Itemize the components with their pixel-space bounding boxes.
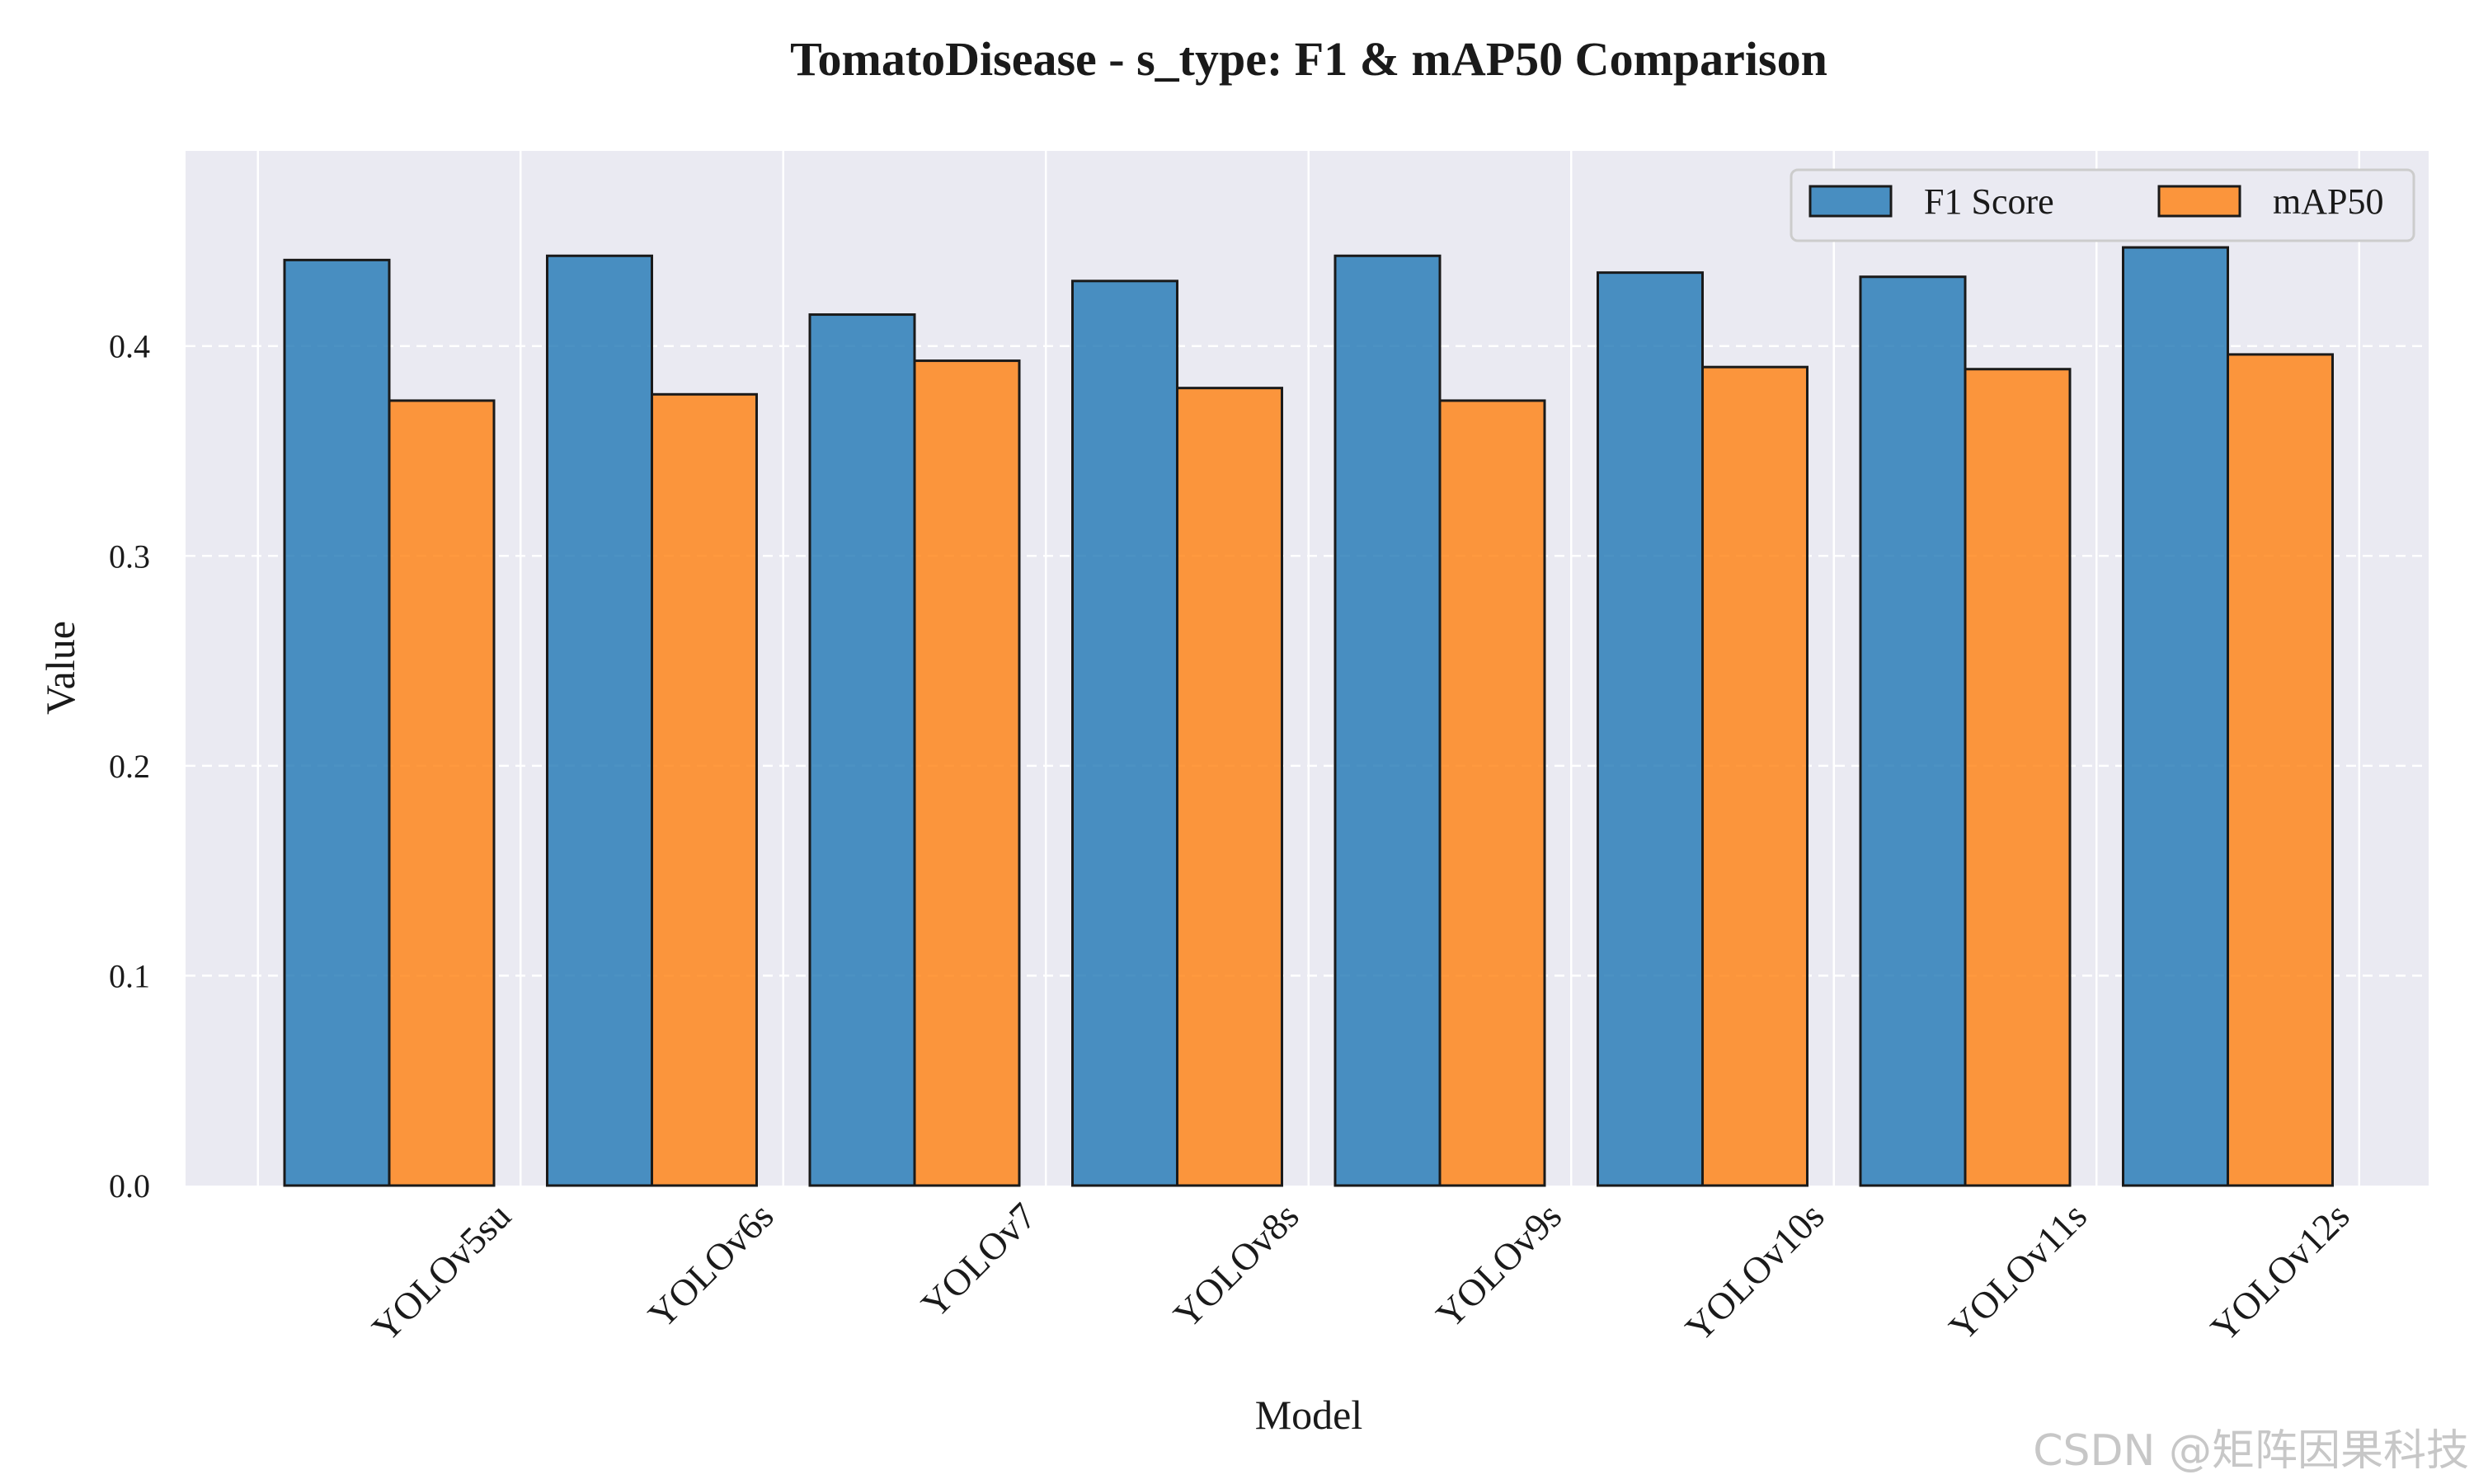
x-tick-label: YOLOv6s bbox=[640, 1195, 782, 1336]
chart-title: TomatoDisease - s_type: F1 & mAP50 Compa… bbox=[790, 32, 1827, 86]
bars bbox=[283, 246, 2334, 1187]
legend-label-f1-score: F1 Score bbox=[1924, 181, 2054, 222]
x-tick-label: YOLOv9s bbox=[1427, 1195, 1569, 1336]
bar-map50 bbox=[1438, 399, 1546, 1187]
bar-map50 bbox=[651, 392, 758, 1187]
y-tick-label: 0.2 bbox=[109, 748, 150, 785]
bar-map50 bbox=[1176, 387, 1283, 1187]
bar-f1-score bbox=[2122, 246, 2229, 1187]
y-tick-label: 0.3 bbox=[109, 538, 150, 575]
x-axis-ticks: YOLOv5su YOLOv6s YOLOv7 YOLOv8s YOLOv9s YOLOv… bbox=[364, 1195, 2357, 1350]
bar-f1-score bbox=[546, 254, 653, 1187]
bar-f1-score bbox=[808, 313, 916, 1187]
legend-label-map50: mAP50 bbox=[2273, 181, 2383, 222]
legend-swatch-map50 bbox=[2157, 185, 2241, 218]
legend: F1 Score mAP50 bbox=[1790, 168, 2415, 242]
y-axis-ticks: 0.0 0.1 0.2 0.3 0.4 bbox=[109, 328, 150, 1205]
y-tick-label: 0.0 bbox=[109, 1167, 150, 1205]
watermark: CSDN @矩阵因果科技 bbox=[2033, 1426, 2469, 1476]
x-tick-label: YOLOv10s bbox=[1677, 1195, 1832, 1350]
x-tick-label: YOLOv8s bbox=[1165, 1195, 1307, 1336]
bar-map50 bbox=[2227, 353, 2334, 1187]
legend-swatch-f1-score bbox=[1808, 185, 1893, 218]
bar-f1-score bbox=[283, 258, 391, 1187]
y-tick-label: 0.4 bbox=[109, 328, 150, 365]
bar-f1-score bbox=[1333, 254, 1442, 1187]
x-tick-label: YOLOv11s bbox=[1940, 1195, 2095, 1349]
x-tick-label: YOLOv12s bbox=[2203, 1195, 2358, 1350]
y-tick-label: 0.1 bbox=[109, 957, 150, 994]
x-tick-label: YOLOv7 bbox=[913, 1195, 1044, 1326]
x-axis-label: Model bbox=[1255, 1392, 1363, 1438]
plot-background bbox=[186, 151, 2429, 1186]
legend-box bbox=[1790, 168, 2415, 242]
bar-f1-score bbox=[1071, 279, 1178, 1187]
bar-f1-score bbox=[1597, 271, 1704, 1187]
bar-f1-score bbox=[1859, 275, 1967, 1187]
bar-map50 bbox=[1964, 368, 2072, 1187]
bar-map50 bbox=[388, 399, 496, 1187]
bar-map50 bbox=[913, 359, 1021, 1187]
x-tick-label: YOLOv5su bbox=[364, 1195, 519, 1350]
y-axis-label: Value bbox=[37, 621, 83, 715]
bar-map50 bbox=[1701, 365, 1808, 1187]
